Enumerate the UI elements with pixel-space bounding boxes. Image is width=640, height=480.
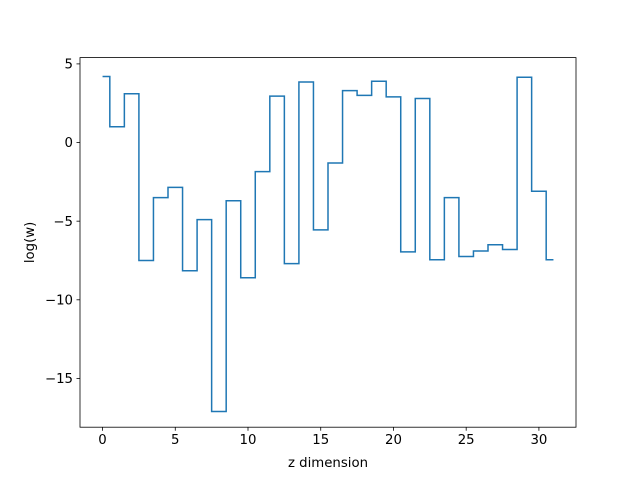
x-tick-label: 30	[530, 433, 547, 448]
y-tick-label: 0	[65, 136, 73, 151]
x-tick-label: 20	[385, 433, 402, 448]
x-tick-label: 25	[458, 433, 475, 448]
axes	[79, 57, 577, 428]
y-axis-label: log(w)	[23, 222, 38, 264]
y-tick-label: 5	[65, 58, 73, 73]
axes-frame	[79, 57, 577, 428]
x-tick-label: 10	[240, 433, 257, 448]
x-tick-label: 0	[98, 433, 106, 448]
x-axis-label: z dimension	[288, 456, 368, 471]
x-tick-label: 5	[171, 433, 179, 448]
x-ticks: 0 5 10 15 20 25 30	[98, 427, 547, 448]
y-tick-label: −15	[45, 372, 73, 387]
y-ticks: 5 0 −5 −10 −15	[45, 58, 80, 387]
y-tick-label: −5	[53, 215, 73, 230]
series-line-0	[102, 75, 554, 413]
x-tick-label: 15	[312, 433, 329, 448]
plot-area	[102, 75, 554, 413]
y-tick-label: −10	[45, 294, 73, 309]
